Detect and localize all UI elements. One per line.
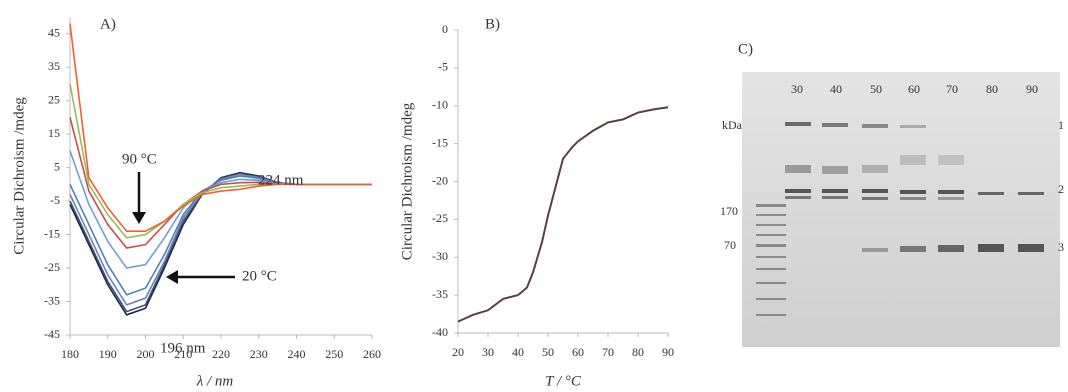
data-line — [70, 24, 372, 232]
arrow-head — [132, 212, 146, 224]
y-tick-label: -20 — [432, 173, 448, 187]
x-tick-label: 40 — [512, 345, 524, 359]
x-tick-label: 50 — [542, 345, 554, 359]
y-tick-label: -40 — [432, 325, 448, 339]
panel-label: A) — [100, 16, 116, 32]
data-line — [70, 84, 372, 238]
annotation: 20 °C — [242, 268, 277, 284]
marker-label: 70 — [724, 238, 736, 252]
band-label: 1 — [1058, 118, 1064, 132]
x-tick-label: 260 — [363, 347, 381, 361]
annotation: 224 nm — [258, 172, 304, 188]
y-axis-label: Circular Dichroism /mdeg — [11, 97, 27, 255]
x-tick-label: 250 — [325, 347, 343, 361]
lane-label: 30 — [791, 82, 803, 96]
panel-label: C) — [738, 41, 753, 57]
y-tick-label: -15 — [432, 135, 448, 149]
x-tick-label: 220 — [212, 347, 230, 361]
y-axis-label: Circular Dichroism /mdeg — [399, 102, 415, 260]
x-tick-label: 230 — [250, 347, 268, 361]
lane-label: 60 — [908, 82, 920, 96]
panel-label: B) — [485, 16, 500, 32]
y-tick-label: -25 — [432, 211, 448, 225]
y-tick-label: -25 — [44, 260, 60, 274]
band-label: 2 — [1058, 182, 1064, 196]
x-tick-label: 20 — [452, 345, 464, 359]
band-label: 3 — [1058, 240, 1064, 254]
y-tick-label: 25 — [48, 92, 60, 106]
y-tick-label: -30 — [432, 249, 448, 263]
x-tick-label: 200 — [137, 347, 155, 361]
lane-label: 50 — [870, 82, 882, 96]
lane-label: 40 — [830, 82, 842, 96]
y-tick-label: 45 — [48, 25, 60, 39]
x-tick-label: 60 — [572, 345, 584, 359]
y-tick-label: -45 — [44, 327, 60, 341]
y-tick-label: -5 — [50, 193, 60, 207]
y-tick-label: -10 — [432, 98, 448, 112]
x-tick-label: 70 — [602, 345, 614, 359]
x-tick-label: 80 — [632, 345, 644, 359]
x-axis-label: T / °C — [545, 373, 582, 389]
annotation: 196 nm — [160, 340, 206, 356]
y-tick-label: 35 — [48, 59, 60, 73]
x-tick-label: 240 — [288, 347, 306, 361]
data-line — [70, 174, 372, 305]
x-tick-label: 30 — [482, 345, 494, 359]
data-line — [70, 174, 372, 312]
marker-label: 170 — [720, 204, 738, 218]
gel-image — [742, 72, 1060, 347]
annotation: 90 °C — [122, 151, 157, 167]
y-tick-label: -35 — [432, 287, 448, 301]
data-line — [458, 107, 668, 321]
y-tick-label: -5 — [438, 60, 448, 74]
y-tick-label: 5 — [54, 159, 60, 173]
x-axis-label: λ / nm — [196, 373, 234, 389]
y-tick-label: 0 — [442, 22, 448, 36]
figure: C) 30 40 50 60 70 80 90 kDa 170 70 1 2 3… — [0, 0, 1068, 392]
x-tick-label: 180 — [61, 347, 79, 361]
gel-background — [742, 72, 1060, 347]
y-tick-label: -15 — [44, 226, 60, 240]
arrow-head — [166, 270, 178, 284]
lane-label: 70 — [946, 82, 958, 96]
lane-label: 90 — [1026, 82, 1038, 96]
data-line — [70, 151, 372, 268]
y-tick-label: 15 — [48, 126, 60, 140]
y-tick-label: -35 — [44, 293, 60, 307]
unit-label: kDa — [722, 118, 743, 132]
x-tick-label: 190 — [99, 347, 117, 361]
lane-label: 80 — [986, 82, 998, 96]
x-tick-label: 90 — [662, 345, 674, 359]
